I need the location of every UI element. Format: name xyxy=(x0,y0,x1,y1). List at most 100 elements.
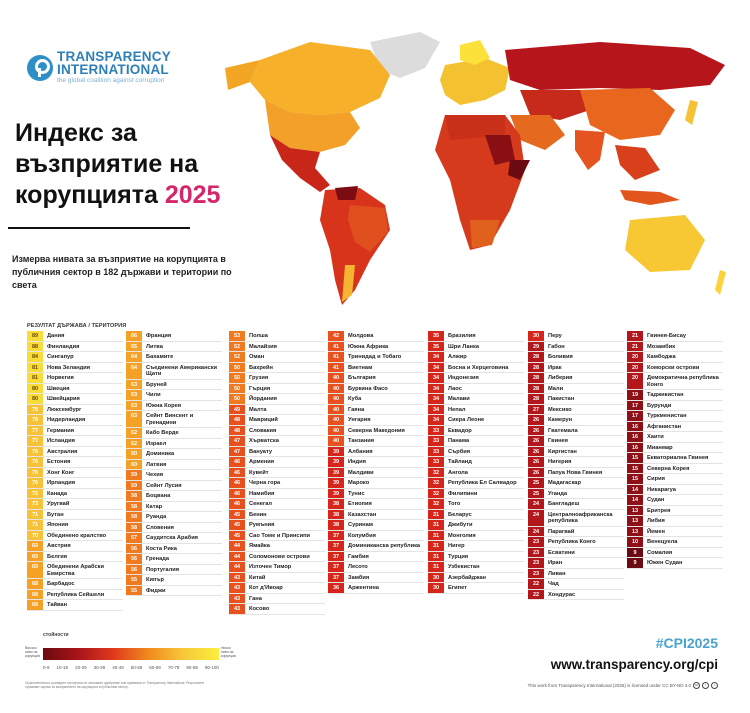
country-name: Перу xyxy=(548,333,562,339)
table-row: 26 Камерун xyxy=(528,415,624,426)
score-badge: 20 xyxy=(627,362,643,372)
title-divider xyxy=(8,227,190,229)
table-row: 26 Нигерия xyxy=(528,457,624,468)
map-southern-africa xyxy=(470,220,500,248)
score-badge: 33 xyxy=(428,457,444,467)
score-badge: 31 xyxy=(428,530,444,540)
score-badge: 16 xyxy=(627,432,643,442)
license-text: This work from Transparency Internationa… xyxy=(528,682,718,689)
subtitle: Измерва нивата за възприятие на корупция… xyxy=(12,254,232,290)
score-badge: 23 xyxy=(528,547,544,557)
country-name: Обединени Арабски Емирства xyxy=(47,564,105,577)
legend-low-label: Високо ниво на корупция xyxy=(25,646,40,658)
score-badge: 44 xyxy=(229,551,245,561)
country-name: Израел xyxy=(146,440,167,447)
score-badge: 58 xyxy=(126,522,142,532)
country-name: Кипър xyxy=(146,577,165,583)
country-name: Лесото xyxy=(348,564,368,570)
score-badge: 55 xyxy=(126,575,142,585)
world-map xyxy=(225,32,726,305)
score-badge: 22 xyxy=(528,589,544,599)
score-badge: 34 xyxy=(428,352,444,362)
table-row: 46 Армения xyxy=(229,457,325,468)
table-row: 32 Ангола xyxy=(428,467,524,478)
country-name: Кувейт xyxy=(249,469,269,476)
score-badge: 71 xyxy=(27,509,43,519)
table-row: 22 Хондурас xyxy=(528,589,624,600)
legend-tick: 70-79 xyxy=(167,665,180,670)
score-badge: 65 xyxy=(126,341,142,351)
country-name: Замбия xyxy=(348,574,370,581)
title-text: Индекс за възприятие на корупцията xyxy=(15,119,199,209)
score-badge: 46 xyxy=(229,457,245,467)
country-name: Ангола xyxy=(448,469,468,476)
table-row: 25 Мадагаскар xyxy=(528,478,624,489)
logo-tagline: the global coalition against corruption xyxy=(57,77,165,84)
country-name: Гренада xyxy=(146,556,170,562)
table-row: 45 Румъния xyxy=(229,520,325,531)
table-row: 47 Вануату xyxy=(229,446,325,457)
country-name: Нигерия xyxy=(548,459,572,465)
score-badge: 71 xyxy=(27,520,43,530)
table-row: 24 Централноафриканска република xyxy=(528,509,624,527)
table-row: 50 Йордания xyxy=(229,394,325,405)
table-row: 37 Замбия xyxy=(328,572,424,583)
score-badge: 50 xyxy=(229,373,245,383)
country-name: Пакистан xyxy=(548,396,575,402)
country-name: Таджикистан xyxy=(647,392,684,398)
country-name: Исландия xyxy=(47,438,75,444)
map-middle-east xyxy=(510,115,565,150)
score-badge: 35 xyxy=(428,331,444,341)
country-name: Бахрейн xyxy=(249,364,273,371)
table-row: 36 Аржентина xyxy=(328,583,424,594)
score-badge: 52 xyxy=(229,341,245,351)
score-badge: 37 xyxy=(328,572,344,582)
score-badge: 22 xyxy=(528,579,544,589)
score-badge: 56 xyxy=(126,564,142,574)
country-name: Белгия xyxy=(47,553,68,560)
table-row: 34 Алжир xyxy=(428,352,524,363)
table-row: 33 Тайланд xyxy=(428,457,524,468)
score-badge: 37 xyxy=(328,551,344,561)
ti-logo-icon xyxy=(27,54,53,81)
score-badge: 39 xyxy=(328,488,344,498)
score-badge: 30 xyxy=(428,572,444,582)
country-name: Хаити xyxy=(647,434,664,440)
table-row: 40 Северна Македония xyxy=(328,425,424,436)
score-badge: 23 xyxy=(528,558,544,568)
score-badge: 80 xyxy=(27,394,43,404)
score-badge: 46 xyxy=(229,478,245,488)
score-badge: 49 xyxy=(229,404,245,414)
table-row: 59 Сейнт Лусия xyxy=(126,480,222,491)
score-badge: 30 xyxy=(428,583,444,593)
score-badge: 40 xyxy=(328,373,344,383)
score-badge: 68 xyxy=(27,579,43,589)
table-row: 26 Папуа Нова Гвинея xyxy=(528,467,624,478)
table-row: 23 Ливан xyxy=(528,568,624,579)
score-badge: 39 xyxy=(328,478,344,488)
score-badge: 36 xyxy=(328,583,344,593)
table-row: 46 Черна гора xyxy=(229,478,325,489)
map-sudan xyxy=(485,135,515,165)
score-badge: 43 xyxy=(229,583,245,593)
website-link[interactable]: www.transparency.org/cpi xyxy=(550,657,718,672)
country-name: Доминика xyxy=(146,451,175,457)
score-badge: 9 xyxy=(627,547,643,557)
table-header: РЕЗУЛТАТ ДЪРЖАВА / ТЕРИТОРИЯ xyxy=(27,323,127,329)
country-name: Бахамите xyxy=(146,354,174,360)
score-badge: 35 xyxy=(428,341,444,351)
score-badge: 77 xyxy=(27,425,43,435)
table-row: 19 Таджикистан xyxy=(627,390,723,401)
table-row: 80 Швейцария xyxy=(27,394,123,405)
score-badge: 64 xyxy=(126,362,142,379)
legend-tick: 40-49 xyxy=(112,665,124,670)
country-name: Папуа Нова Гвинея xyxy=(548,469,603,476)
table-row: 68 Тайван xyxy=(27,600,123,611)
score-badge: 40 xyxy=(328,425,344,435)
country-name: Хонг Конг xyxy=(47,469,75,476)
map-mexico xyxy=(270,135,330,192)
country-name: Танзания xyxy=(348,438,375,444)
score-badge: 34 xyxy=(428,415,444,425)
score-badge: 80 xyxy=(27,383,43,393)
table-row: 31 Нигер xyxy=(428,541,524,552)
